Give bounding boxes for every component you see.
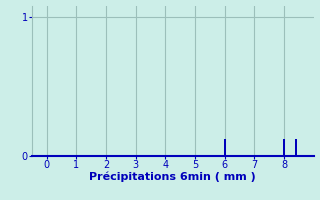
Bar <box>283 139 285 156</box>
Bar <box>295 139 297 156</box>
X-axis label: Précipitations 6min ( mm ): Précipitations 6min ( mm ) <box>89 172 256 182</box>
Bar <box>224 139 226 156</box>
